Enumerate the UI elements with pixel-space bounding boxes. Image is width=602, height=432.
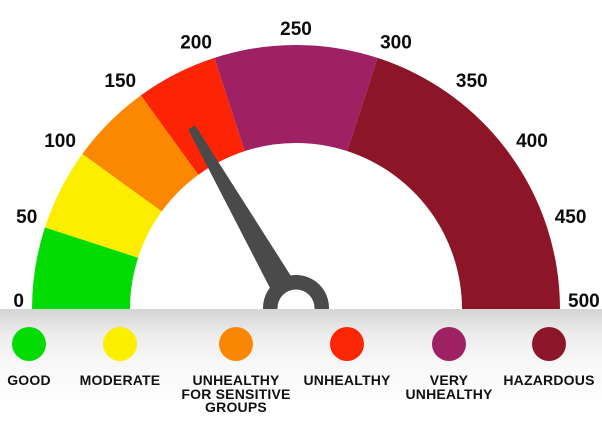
- legend-dot-good: [12, 327, 46, 361]
- gauge-segment-good: [32, 227, 139, 309]
- legend-dot-moderate: [103, 327, 137, 361]
- legend-item-moderate: MODERATE: [60, 309, 180, 429]
- legend-label-hazardous: HAZARDOUS: [503, 372, 595, 388]
- gauge-tick-label-250: 250: [280, 19, 312, 40]
- legend-dot-hazardous: [532, 327, 566, 361]
- gauge-tick-label-300: 300: [380, 32, 412, 53]
- legend-item-unhealthy-for-sensitive-groups: UNHEALTHY FOR SENSITIVE GROUPS: [176, 309, 296, 429]
- gauge-segment-moderate: [44, 153, 162, 258]
- gauge-segment-very-unhealthy: [214, 44, 378, 152]
- gauge-segment-hazardous: [347, 57, 560, 309]
- gauge-tick-label-350: 350: [456, 71, 488, 92]
- legend-label-very-unhealthy: VERY UNHEALTHY: [405, 372, 493, 402]
- gauge-tick-label-500: 500: [568, 291, 600, 309]
- aqi-gauge-chart: 0 50 100 150 200 250 300 350 400 450 500: [13, 19, 600, 309]
- gauge-tick-label-450: 450: [555, 207, 587, 228]
- legend-item-hazardous: HAZARDOUS: [489, 309, 602, 429]
- legend-dot-unhealthy-for-sensitive-groups: [219, 327, 253, 361]
- legend-label-moderate: MODERATE: [79, 372, 161, 388]
- gauge-tick-label-150: 150: [104, 71, 136, 92]
- gauge-tick-label-100: 100: [44, 131, 76, 152]
- legend-item-very-unhealthy: VERY UNHEALTHY: [389, 309, 509, 429]
- gauge-tick-label-400: 400: [516, 131, 548, 152]
- legend-item-unhealthy: UNHEALTHY: [287, 309, 407, 429]
- legend-label-unhealthy-for-sensitive-groups: UNHEALTHY FOR SENSITIVE GROUPS: [181, 372, 291, 415]
- legend-strip: GOOD MODERATE UNHEALTHY FOR SENSITIVE GROUPS…: [0, 309, 602, 432]
- legend-label-unhealthy: UNHEALTHY: [303, 372, 391, 388]
- legend-item-good: GOOD: [0, 309, 89, 429]
- gauge-segment-unhealthy-for-sensitive-groups: [82, 95, 199, 212]
- gauge-tick-label-50: 50: [16, 207, 37, 228]
- legend-label-good: GOOD: [7, 372, 51, 388]
- gauge-needle: [188, 125, 308, 309]
- legend-dot-unhealthy: [330, 327, 364, 361]
- gauge-segment-unhealthy: [140, 57, 245, 175]
- legend-dot-very-unhealthy: [432, 327, 466, 361]
- gauge-tick-label-0: 0: [13, 291, 24, 309]
- gauge-tick-label-200: 200: [180, 32, 212, 53]
- needle-hub-center: [277, 289, 315, 309]
- gauge-area: 0 50 100 150 200 250 300 350 400 450 500: [13, 19, 600, 309]
